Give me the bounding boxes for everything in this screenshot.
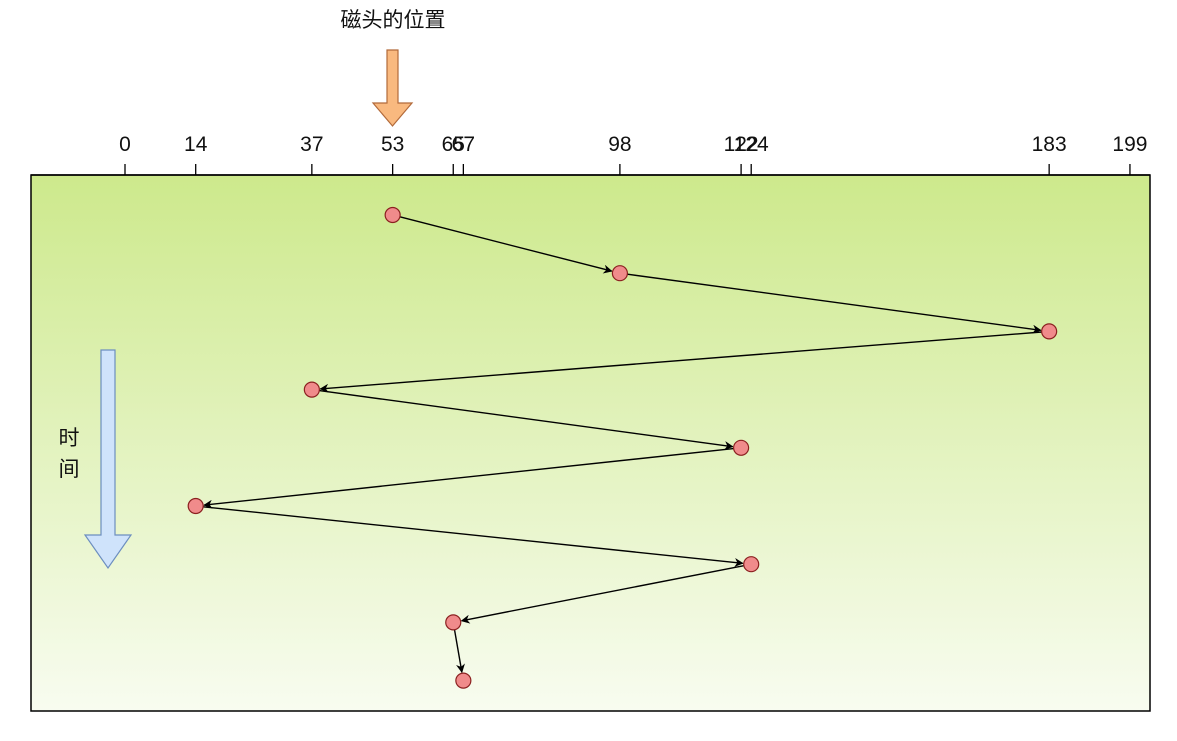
request-point-67 <box>455 672 472 689</box>
seek-arrow-122-to-14 <box>203 447 734 509</box>
request-point-98 <box>611 265 629 282</box>
seek-path-arrows <box>203 216 1042 674</box>
axis-tick-label-199: 199 <box>1112 133 1147 156</box>
axis-tick-label-124: 124 <box>734 133 769 156</box>
request-point-53 <box>384 206 401 224</box>
request-point-14 <box>187 497 204 515</box>
seek-arrow-37-to-122 <box>319 389 734 451</box>
axis-tick-label-0: 0 <box>119 133 131 156</box>
axis-tick-label-65: 65 <box>442 133 465 156</box>
axis-tick-label-183: 183 <box>1032 133 1067 156</box>
request-point-37 <box>303 381 320 398</box>
request-point-65 <box>445 614 462 631</box>
axis-tick-label-122: 122 <box>724 133 759 156</box>
request-point-124 <box>743 556 760 573</box>
seek-arrow-124-to-65 <box>460 564 744 624</box>
seek-arrow-65-to-67 <box>453 629 465 674</box>
request-points <box>187 206 1058 689</box>
time-label-char-2: 间 <box>59 457 80 481</box>
axis-ticks <box>124 164 1131 175</box>
request-point-183 <box>1041 323 1058 340</box>
axis-tick-label-53: 53 <box>381 133 404 156</box>
seek-arrow-14-to-124 <box>203 506 744 567</box>
request-point-122 <box>732 439 750 456</box>
head-position-title: 磁头的位置 <box>341 8 446 32</box>
seek-arrow-53-to-98 <box>399 216 613 274</box>
head-position-arrow-icon <box>371 49 414 127</box>
axis-tick-label-98: 98 <box>608 133 631 156</box>
axis-tick-label-67: 67 <box>452 133 475 156</box>
seek-arrow-183-to-37 <box>319 331 1042 393</box>
axis-tick-label-37: 37 <box>300 133 323 156</box>
time-direction-arrow-icon <box>83 349 133 570</box>
seek-arrow-98-to-183 <box>627 273 1042 334</box>
time-label-char-1: 时 <box>59 426 80 450</box>
axis-tick-label-14: 14 <box>184 133 208 156</box>
timeline-panel <box>30 174 1151 712</box>
